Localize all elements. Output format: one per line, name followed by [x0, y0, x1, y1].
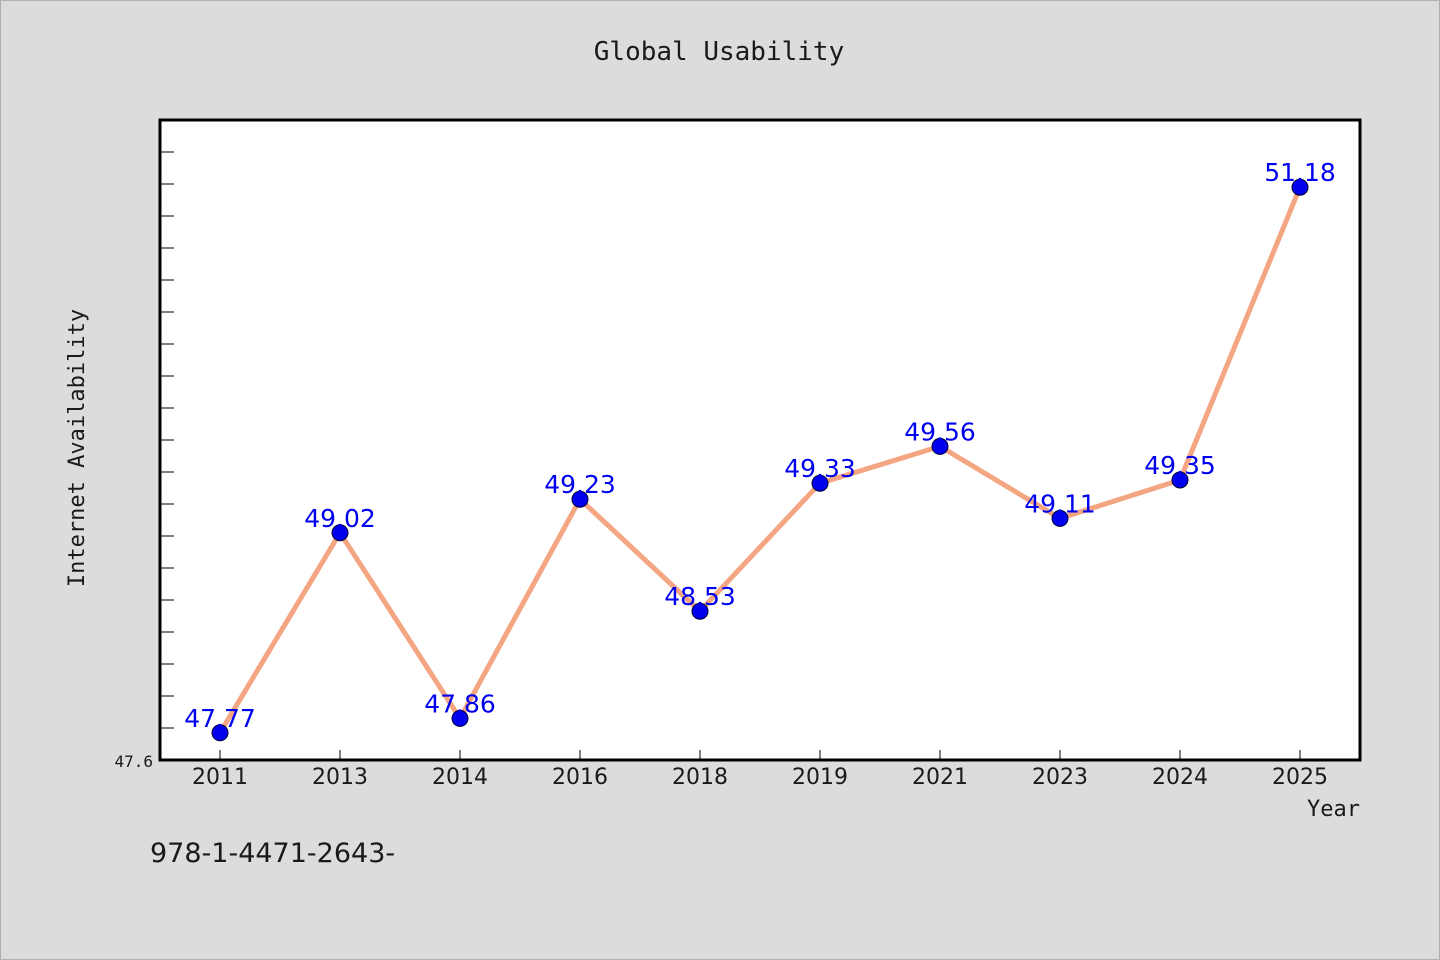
x-tick-label: 2023 — [1032, 765, 1088, 790]
y-axis-ticks — [160, 119, 174, 761]
data-point — [211, 724, 229, 742]
data-point — [811, 474, 829, 492]
x-tick-label: 2021 — [912, 765, 968, 790]
x-tick-label: 2024 — [1152, 765, 1208, 790]
chart-title: Global Usability — [594, 37, 844, 67]
data-point — [1051, 509, 1069, 527]
data-label: 49.02 — [304, 504, 376, 533]
data-label: 48.53 — [664, 582, 736, 611]
data-label: 49.35 — [1144, 451, 1216, 480]
data-label: 51.18 — [1264, 158, 1336, 187]
data-labels: 47.77 49.02 47.86 49.23 48.53 49.33 49.56 49.11… — [184, 158, 1336, 733]
series-markers — [211, 178, 1309, 742]
x-tick-label: 2025 — [1272, 765, 1328, 790]
x-tick-label: 2013 — [312, 765, 368, 790]
x-axis-ticks: 2011 2013 2014 2016 2018 2019 2021 2023 2024 2025 — [192, 750, 1328, 790]
x-tick-label: 2019 — [792, 765, 848, 790]
data-label: 49.33 — [784, 454, 856, 483]
x-tick-label: 2011 — [192, 765, 248, 790]
data-point — [931, 437, 949, 455]
data-point — [1291, 178, 1309, 196]
data-label: 49.23 — [544, 470, 616, 499]
x-tick-label: 2018 — [672, 765, 728, 790]
series-line — [217, 184, 1303, 736]
data-label: 47.77 — [184, 704, 256, 733]
footnote-isbn: 978-1-4471-2643- — [150, 838, 395, 869]
x-tick-label: 2016 — [552, 765, 608, 790]
data-label: 49.11 — [1024, 489, 1096, 518]
data-point — [331, 524, 349, 542]
x-tick-label: 2014 — [432, 765, 488, 790]
plot-area — [160, 120, 1360, 760]
data-point — [691, 602, 709, 620]
y-axis-label: Internet Availability — [65, 309, 90, 587]
data-label: 47.86 — [424, 689, 496, 718]
y-tick-label-min: 47.6 — [114, 752, 153, 771]
x-axis-label: Year — [1307, 797, 1360, 822]
plot-frame — [158, 118, 1362, 762]
data-point — [571, 490, 589, 508]
data-point — [451, 709, 469, 727]
data-point — [1171, 471, 1189, 489]
data-label: 49.56 — [904, 417, 976, 446]
